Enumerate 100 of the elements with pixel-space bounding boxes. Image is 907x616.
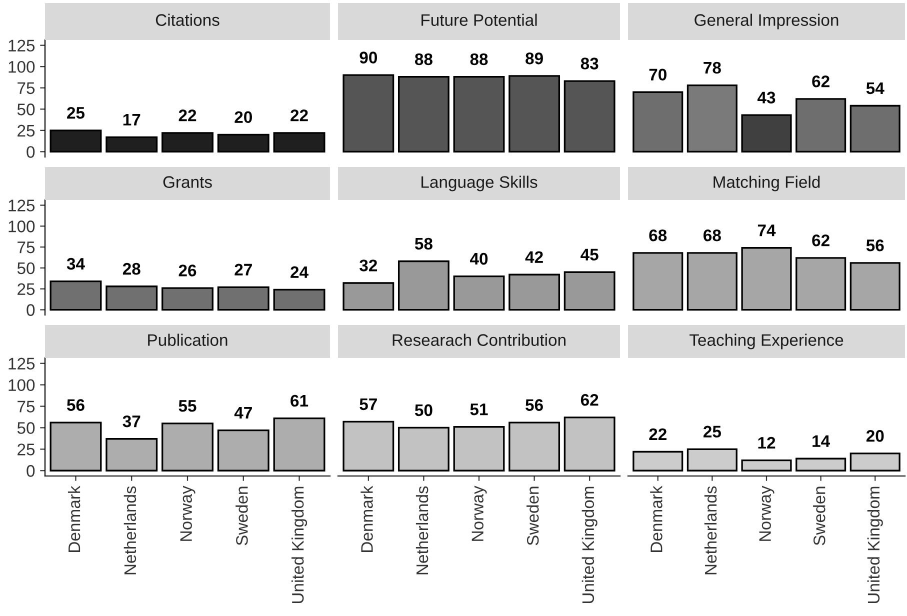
- bar: [453, 275, 505, 311]
- y-tick-label: 100: [8, 60, 35, 73]
- bar: [632, 91, 684, 153]
- y-tick-label: 50: [17, 422, 35, 434]
- x-tick-label: United Kingdom: [291, 486, 308, 604]
- y-tick-label: 125: [8, 200, 35, 212]
- y-tick-label: 75: [18, 82, 35, 94]
- y-tick-label: 125: [8, 358, 35, 370]
- y-tick-label: 50: [17, 104, 35, 116]
- bar: [162, 422, 214, 472]
- data-label: 32: [360, 260, 378, 272]
- data-label: 56: [526, 399, 543, 411]
- data-label: 22: [178, 110, 196, 122]
- y-tick-label: 25: [18, 444, 35, 456]
- chart-title: Publication: [148, 334, 228, 346]
- chart-title: General Impression: [694, 14, 838, 30]
- y-tick-label: 0: [26, 304, 35, 316]
- data-label: 25: [67, 106, 85, 119]
- y-tick-label: 100: [8, 379, 35, 392]
- data-label: 90: [360, 52, 377, 64]
- data-label: 22: [649, 428, 666, 440]
- bar: [162, 287, 214, 311]
- bar: [273, 288, 326, 311]
- x-tick-label: Denmark: [68, 486, 80, 552]
- y-tick-label: 25: [18, 124, 35, 137]
- data-label: 68: [704, 229, 721, 242]
- data-label: 26: [178, 264, 196, 276]
- data-label: 43: [757, 92, 776, 104]
- x-tick-label: Sweden: [236, 486, 248, 546]
- bar: [453, 426, 505, 472]
- data-label: 45: [580, 248, 598, 261]
- data-label: 55: [178, 400, 196, 412]
- x-tick-label: Denmark: [360, 486, 373, 552]
- data-label: 62: [812, 234, 830, 246]
- data-label: 40: [470, 252, 488, 265]
- y-tick-label: 50: [17, 262, 35, 274]
- chart-title: Matching Field: [714, 176, 820, 192]
- bar: [398, 426, 450, 472]
- data-label: 68: [649, 229, 667, 242]
- y-tick-label: 0: [26, 465, 35, 477]
- data-label: 51: [470, 404, 488, 416]
- data-label: 14: [812, 435, 830, 447]
- data-label: 89: [526, 52, 543, 64]
- data-label: 88: [470, 53, 488, 66]
- data-label: 54: [866, 82, 884, 94]
- data-label: 17: [123, 114, 140, 126]
- bar: [342, 420, 394, 472]
- data-label: 58: [414, 238, 432, 250]
- x-tick-label: United Kingdom: [582, 486, 598, 604]
- x-tick-label: United Kingdom: [867, 486, 883, 604]
- bar: [796, 98, 846, 153]
- data-label: 56: [66, 399, 84, 411]
- y-tick-label: 25: [18, 283, 35, 296]
- bar: [741, 460, 792, 472]
- x-tick-label: Norway: [472, 486, 487, 541]
- x-tick-label: Norway: [180, 486, 196, 541]
- chart-title: Teaching Experience: [690, 334, 844, 350]
- data-label: 34: [66, 258, 85, 270]
- x-tick-label: Norway: [759, 486, 774, 541]
- data-label: 20: [866, 430, 884, 442]
- data-label: 42: [525, 251, 543, 263]
- bar: [741, 114, 792, 153]
- data-label: 28: [122, 262, 140, 275]
- bar: [632, 450, 684, 472]
- data-label: 24: [290, 266, 308, 278]
- bar: [398, 260, 450, 311]
- bar: [686, 84, 738, 153]
- y-tick-label: 75: [18, 242, 35, 254]
- data-label: 37: [122, 415, 140, 428]
- data-label: 61: [290, 394, 308, 407]
- bar: [508, 274, 560, 311]
- data-label: 47: [234, 407, 252, 419]
- chart-title: Language Skills: [422, 176, 538, 192]
- y-tick-label: 75: [18, 400, 35, 412]
- data-label: 20: [234, 111, 252, 124]
- chart-title: Grants: [163, 176, 212, 188]
- bar: [273, 417, 326, 472]
- y-tick-label: 100: [8, 220, 35, 232]
- bar: [342, 282, 394, 311]
- y-tick-label: 0: [26, 146, 35, 158]
- y-tick-label: 125: [8, 40, 35, 52]
- bar: [686, 448, 738, 472]
- x-tick-label: Netherlands: [416, 486, 428, 574]
- data-label: 88: [414, 53, 432, 66]
- bar: [564, 271, 616, 311]
- bar: [796, 458, 846, 472]
- data-label: 78: [704, 62, 721, 74]
- data-label: 83: [580, 58, 598, 70]
- bar: [850, 452, 900, 472]
- x-tick-label: Sweden: [526, 486, 539, 546]
- data-label: 22: [290, 110, 308, 122]
- data-label: 57: [360, 398, 377, 410]
- bar: [796, 257, 846, 311]
- chart-title: Citations: [156, 14, 220, 26]
- data-label: 25: [703, 426, 721, 438]
- bar: [217, 429, 270, 472]
- data-label: 12: [758, 436, 776, 449]
- bar: [217, 286, 270, 311]
- x-tick-label: Netherlands: [704, 486, 717, 574]
- bar: [850, 262, 900, 311]
